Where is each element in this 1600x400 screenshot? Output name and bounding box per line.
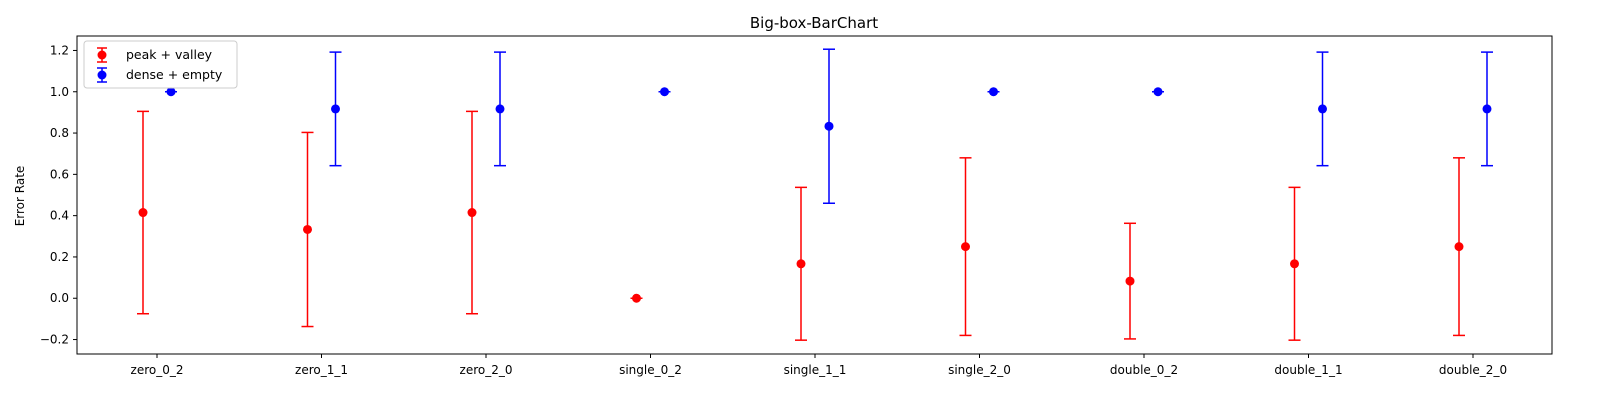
y-tick-label: 0.6 (50, 167, 69, 181)
y-tick-label: 1.0 (50, 85, 69, 99)
data-point (1318, 104, 1327, 114)
data-point (1482, 104, 1492, 114)
y-tick-label: 0.2 (50, 250, 69, 264)
y-tick-label: 1.2 (50, 43, 69, 57)
data-point (138, 208, 148, 218)
x-tick-label: zero_0_2 (131, 363, 184, 377)
legend-marker (97, 50, 107, 60)
y-tick-label: 0.4 (50, 209, 69, 223)
data-point (331, 104, 340, 114)
legend-marker (97, 70, 107, 80)
data-point (1454, 242, 1464, 252)
data-point (989, 87, 998, 97)
y-tick-label: −0.2 (40, 333, 69, 347)
data-point (1153, 87, 1163, 97)
x-tick-label: double_2_0 (1439, 363, 1507, 377)
y-tick-label: 0.8 (50, 126, 69, 140)
legend-label: dense + empty (126, 67, 223, 82)
data-point (824, 121, 834, 131)
chart-title: Big-box-BarChart (750, 14, 878, 32)
plot-frame (76, 35, 1553, 355)
data-point (166, 87, 176, 97)
x-tick-label: zero_1_1 (295, 363, 348, 377)
data-point (303, 224, 312, 234)
series-1 (165, 48, 1493, 205)
legend-box (83, 40, 238, 89)
x-tick-label: zero_2_0 (460, 363, 513, 377)
data-point (1290, 259, 1299, 269)
plot-area (137, 48, 1493, 341)
series-0 (137, 110, 1465, 341)
y-axis-label: Error Rate (13, 166, 27, 227)
legend: peak + valley dense + empty (83, 40, 238, 89)
x-tick-label: single_0_2 (619, 363, 682, 377)
data-point (495, 104, 505, 114)
data-point (467, 208, 477, 218)
data-point (660, 87, 669, 97)
x-tick-label: single_2_0 (948, 363, 1011, 377)
data-point (632, 293, 641, 303)
x-tick-label: single_1_1 (784, 363, 847, 377)
axes: −0.2 0.0 0.2 0.4 0.6 0.8 1.0 1.2 zero_0_2 zero_1_… (40, 43, 1507, 377)
y-tick-label: 0.0 (50, 291, 69, 305)
data-point (1125, 276, 1135, 286)
data-point (796, 259, 806, 269)
x-tick-label: double_0_2 (1110, 363, 1178, 377)
x-tick-label: double_1_1 (1274, 363, 1342, 377)
data-point (961, 242, 970, 252)
legend-label: peak + valley (126, 47, 213, 62)
